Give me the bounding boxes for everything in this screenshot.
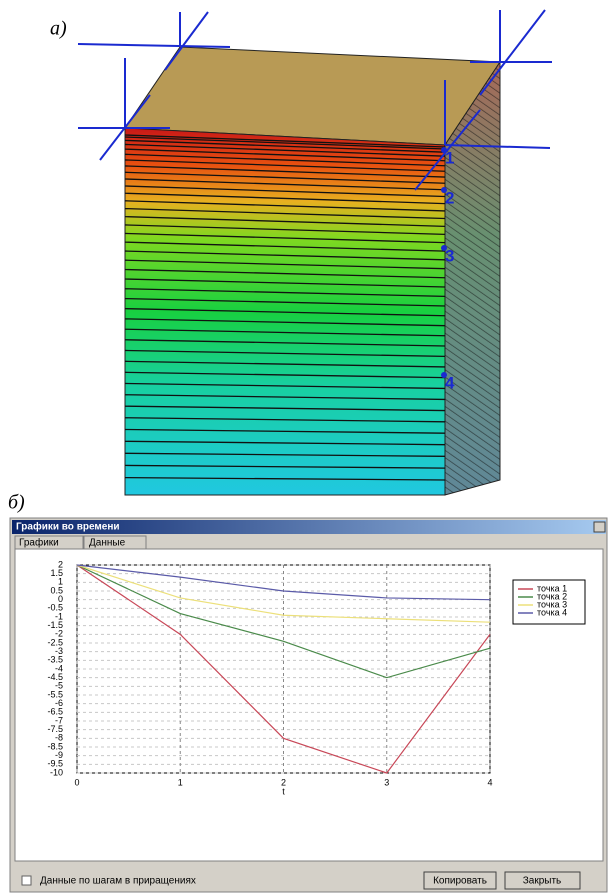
x-tick-label: 1	[178, 777, 183, 787]
top-face	[125, 47, 500, 145]
point-label: 2	[445, 188, 454, 207]
checkbox-label[interactable]: Данные по шагам в приращениях	[40, 876, 196, 887]
point-label: 4	[445, 373, 455, 392]
x-tick-label: 0	[74, 777, 79, 787]
x-tick-label: 4	[487, 777, 492, 787]
window: Графики во времени Графики Данные 21.510…	[10, 518, 607, 892]
point-label: 1	[445, 148, 454, 167]
axis-line	[78, 44, 230, 47]
page: a) 1 2 3 4 б) Графики во времени Графики	[0, 0, 608, 893]
checkbox[interactable]	[22, 876, 31, 885]
x-tick-label: 3	[384, 777, 389, 787]
panel-label: a)	[50, 18, 67, 40]
y-tick-label: -10	[50, 767, 63, 777]
tab-label[interactable]: Данные	[89, 538, 126, 549]
front-face	[125, 128, 445, 495]
tab-label[interactable]: Графики	[19, 537, 59, 549]
axis-line	[480, 10, 545, 95]
button-label[interactable]: Копировать	[433, 876, 487, 887]
window-title: Графики во времени	[16, 521, 120, 533]
point-label: 3	[445, 246, 454, 265]
block-illustration: 1 2 3 4	[78, 10, 552, 495]
close-button[interactable]	[594, 522, 605, 532]
button-label[interactable]: Закрыть	[523, 876, 562, 887]
panel-label: б)	[8, 492, 25, 514]
legend-label: точка 4	[537, 607, 567, 617]
